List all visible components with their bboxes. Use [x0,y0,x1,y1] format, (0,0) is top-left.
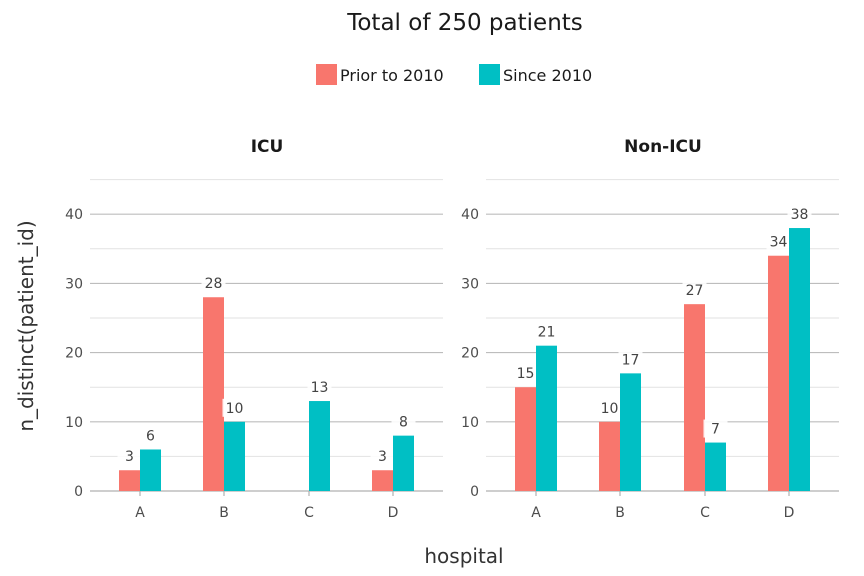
x-tick-label-c: C [700,505,710,521]
chart-title: Total of 250 patients [346,10,583,36]
x-tick-label-b: B [219,505,229,521]
data-label-icu-b-since-2010: 10 [226,401,244,417]
data-label-bg [222,398,247,417]
data-label-bg [618,350,643,369]
data-label-non-icu-b-since-2010: 17 [622,352,640,368]
bar-non-icu-b-prior-to-2010 [599,421,620,491]
bar-icu-c-since-2010 [309,401,330,491]
data-label-non-icu-d-since-2010: 38 [791,207,809,223]
bar-icu-b-prior-to-2010 [203,297,224,491]
bar-non-icu-a-prior-to-2010 [515,387,536,491]
data-label-icu-d-prior-to-2010: 3 [378,449,387,465]
data-label-bg [391,412,416,431]
data-label-non-icu-c-prior-to-2010: 27 [686,283,704,299]
bar-non-icu-d-prior-to-2010 [768,255,789,491]
data-label-icu-a-since-2010: 6 [146,428,155,444]
y-tick-label: 0 [470,484,479,500]
bar-non-icu-b-since-2010 [620,373,641,491]
bar-icu-a-prior-to-2010 [119,470,140,491]
bar-non-icu-d-since-2010 [789,228,810,492]
data-label-bg [307,378,332,397]
data-label-bg [597,398,622,417]
x-tick-label-d: D [388,505,399,521]
data-label-bg [682,281,707,300]
data-label-non-icu-c-since-2010: 7 [711,422,720,438]
data-label-bg [201,274,226,293]
x-tick-label-a: A [135,505,145,521]
facets: ICU010203040A36B2810C13D38Non-ICU0102030… [65,137,839,521]
data-label-non-icu-d-prior-to-2010: 34 [770,235,788,251]
data-label-bg [787,205,812,224]
x-axis-title: hospital [424,544,503,568]
y-tick-label: 30 [461,276,479,292]
bar-non-icu-a-since-2010 [536,345,557,491]
legend-swatch-since-2010 [479,64,500,85]
y-tick-label: 40 [461,207,479,223]
data-label-bg [534,322,559,341]
y-tick-label: 10 [461,415,479,431]
facet-title-non-icu: Non-ICU [624,137,702,157]
bar-non-icu-c-since-2010 [705,442,726,491]
data-label-bg [138,426,163,445]
data-label-icu-a-prior-to-2010: 3 [125,449,134,465]
bar-icu-d-since-2010 [393,435,414,491]
y-tick-label: 0 [74,484,83,500]
legend-label-since-2010: Since 2010 [503,66,592,85]
data-label-bg [513,364,538,383]
x-tick-label-d: D [784,505,795,521]
legend-label-prior-to-2010: Prior to 2010 [340,66,444,85]
bar-icu-b-since-2010 [224,421,245,491]
data-label-non-icu-a-prior-to-2010: 15 [517,366,535,382]
x-tick-label-c: C [304,505,314,521]
bar-icu-d-prior-to-2010 [372,470,393,491]
data-label-bg [703,419,728,438]
legend-swatch-prior-to-2010 [316,64,337,85]
bar-non-icu-c-prior-to-2010 [684,304,705,491]
facet-title-icu: ICU [251,137,284,157]
y-tick-label: 20 [461,346,479,362]
data-label-icu-b-prior-to-2010: 28 [205,276,223,292]
data-label-icu-d-since-2010: 8 [399,415,408,431]
bar-icu-a-since-2010 [140,449,161,491]
y-tick-label: 20 [65,346,83,362]
y-tick-label: 10 [65,415,83,431]
y-axis-title: n_distinct(patient_id) [14,220,38,431]
data-label-bg [766,232,791,251]
legend: Prior to 2010 Since 2010 [316,64,592,85]
data-label-non-icu-b-prior-to-2010: 10 [601,401,619,417]
y-tick-label: 30 [65,276,83,292]
x-tick-label-a: A [531,505,541,521]
data-label-icu-c-since-2010: 13 [311,380,329,396]
y-tick-label: 40 [65,207,83,223]
data-label-bg [370,447,395,466]
data-label-non-icu-a-since-2010: 21 [538,325,556,341]
x-tick-label-b: B [615,505,625,521]
data-label-bg [117,447,142,466]
